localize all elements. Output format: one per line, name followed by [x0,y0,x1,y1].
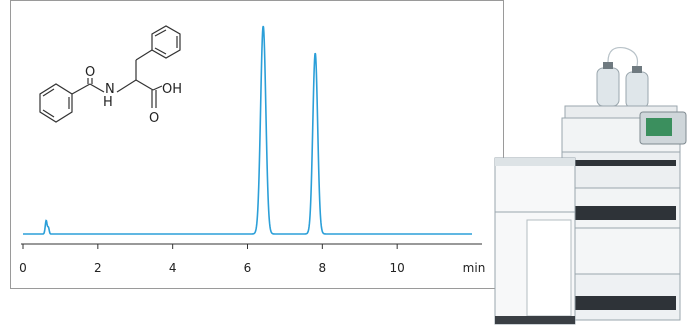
x-tick-label: 8 [319,261,327,275]
bottle-1-cap-icon [603,62,613,69]
side-cabinet-door-icon [526,219,572,317]
x-axis-ticks: 0 2 4 6 8 10 min [19,244,485,275]
stack-band-2-icon [566,206,676,220]
chromatogram-trace [23,25,472,235]
top-phenyl-ring [151,25,181,59]
carbonyl-o-label: O [85,65,95,80]
bottle-1-icon [596,67,620,107]
left-phenyl-ring [39,83,73,123]
carbonyl-to-ring-bond [71,83,91,95]
chromatogram-frame [10,0,504,289]
molecule-labels: O N H OH O [85,65,182,126]
amide-n-label: N [105,82,115,97]
series-group [23,25,472,235]
amide-h-label: H [103,95,113,110]
left-ring-inner-2 [42,88,55,97]
alpha-to-n-bond [116,79,137,93]
cooh-to-oh-bond [152,85,163,91]
ch2-bond-1 [135,49,153,61]
stack-band-3-icon [566,296,676,310]
stack-band-1-icon [566,160,676,166]
controller-screen-icon [646,118,672,136]
bottle-2-icon [625,71,649,109]
acid-o-label: O [149,111,159,126]
side-cabinet-top-icon [495,158,575,166]
stack-module-2-icon [561,151,681,189]
tubing-icon [607,46,639,67]
x-tick-label: 2 [94,261,102,275]
left-ring-inner-3 [42,109,55,118]
side-cabinet-base-icon [495,316,575,324]
x-tick-label: 4 [169,261,177,275]
hydroxyl-label: OH [162,82,182,97]
hplc-system-icon [494,46,687,325]
bottle-2-cap-icon [632,66,642,73]
x-tick-label: 0 [19,261,27,275]
alpha-to-cooh-bond [135,79,154,91]
top-ring-inner-1 [154,29,167,37]
stack-module-4-icon [561,227,681,275]
n-to-carbonyl-bond [89,83,105,93]
top-ring-inner-3 [154,47,167,55]
x-axis-unit-label: min [463,261,486,275]
x-tick-label: 6 [244,261,252,275]
x-tick-label: 10 [390,261,405,275]
molecule-structure [39,25,181,123]
